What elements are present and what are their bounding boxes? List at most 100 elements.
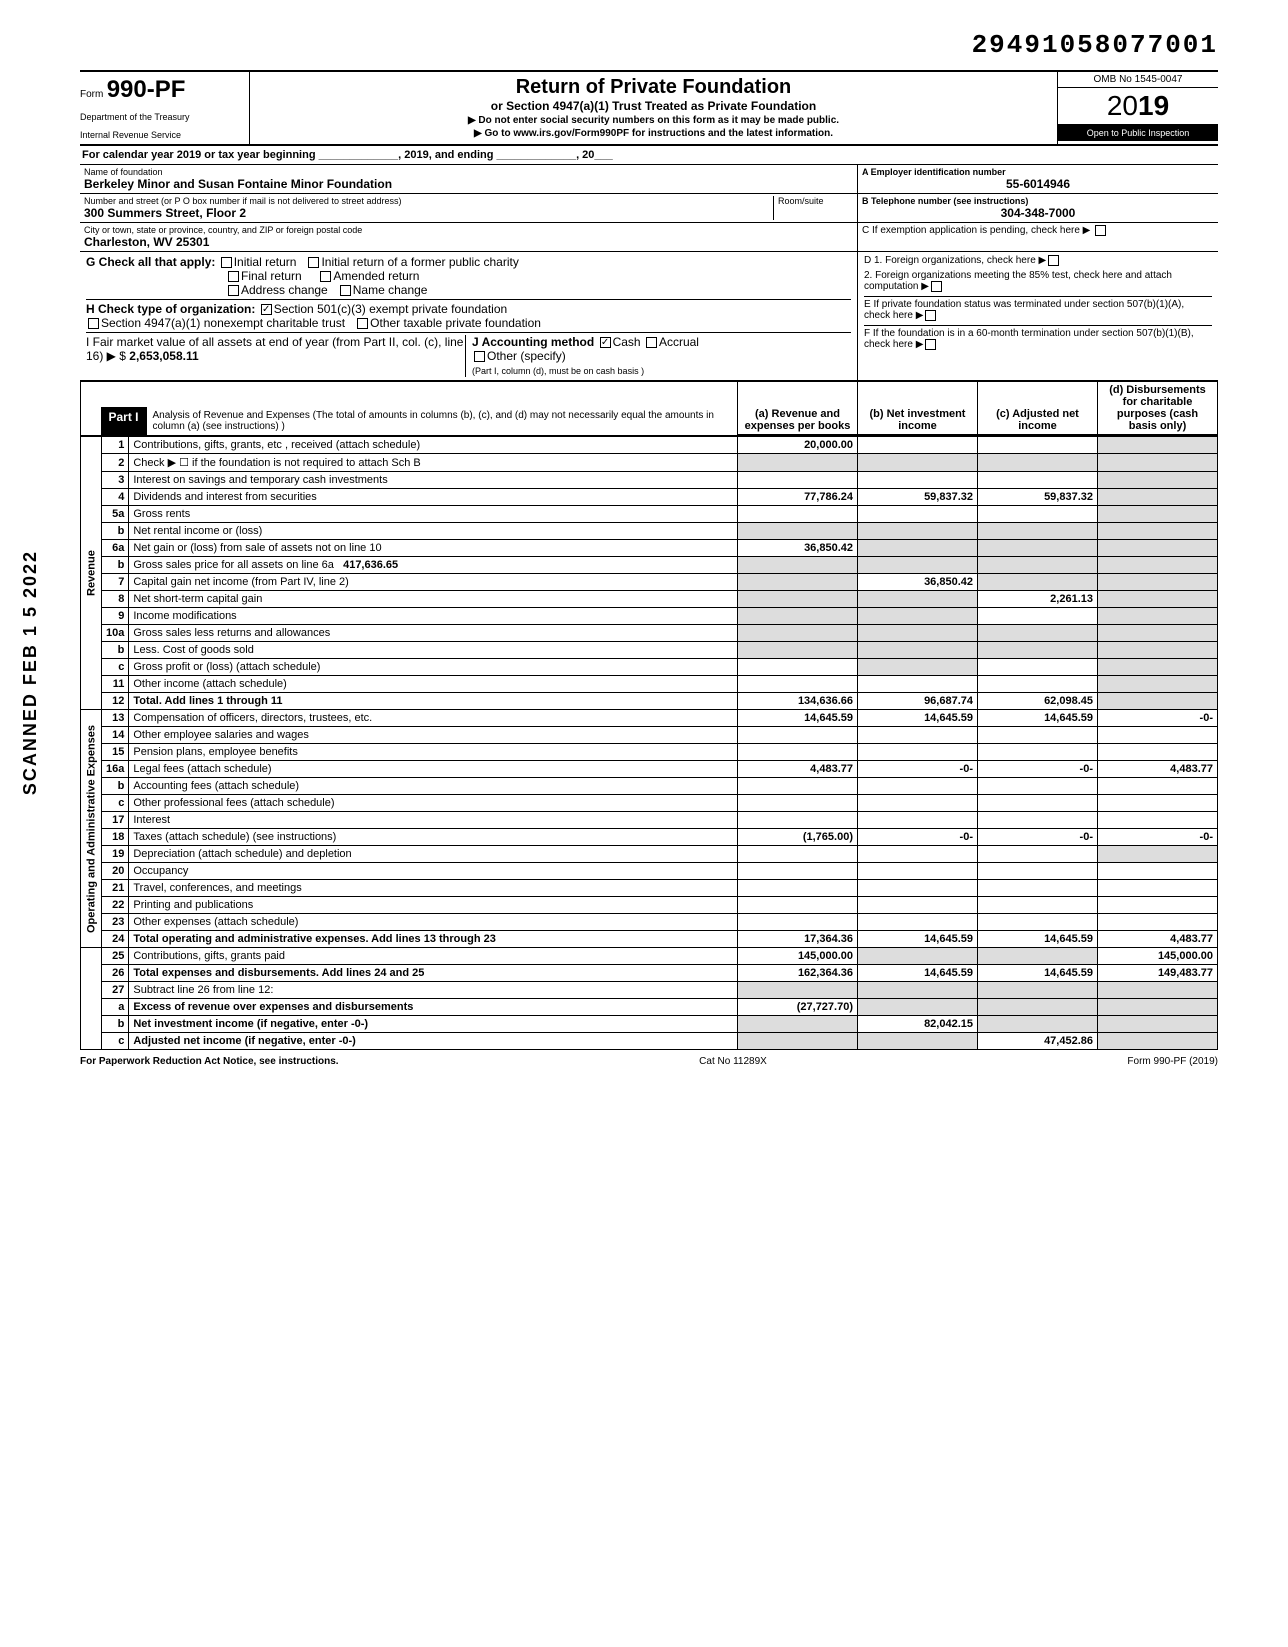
omb-number: OMB No 1545-0047 [1058,72,1218,88]
j-label: J Accounting method [472,335,594,349]
table-row: 14Other employee salaries and wages [81,727,1218,744]
part-1-header-table: Part I Analysis of Revenue and Expenses … [80,381,1218,436]
j-note: (Part I, column (d), must be on cash bas… [472,366,644,376]
table-row: Operating and Administrative Expenses 13… [81,710,1218,727]
g-final-checkbox[interactable] [228,271,239,282]
table-row: bLess. Cost of goods sold [81,642,1218,659]
table-row: 4Dividends and interest from securities7… [81,489,1218,506]
table-row: 22Printing and publications [81,897,1218,914]
j-cash-checkbox[interactable] [600,337,611,348]
table-row: 3Interest on savings and temporary cash … [81,472,1218,489]
f-checkbox[interactable] [925,339,936,350]
table-row: 16aLegal fees (attach schedule)4,483.77-… [81,761,1218,778]
table-row: 20Occupancy [81,863,1218,880]
phone-label: B Telephone number (see instructions) [862,196,1214,206]
table-row: 19Depreciation (attach schedule) and dep… [81,846,1218,863]
table-row: 27Subtract line 26 from line 12: [81,982,1218,999]
g-former-checkbox[interactable] [308,257,319,268]
col-c-header: (c) Adjusted net income [978,382,1098,435]
room-label: Room/suite [778,196,853,206]
name-label: Name of foundation [84,167,853,177]
street-label: Number and street (or P O box number if … [84,196,773,206]
d2-label: 2. Foreign organizations meeting the 85%… [864,270,1172,292]
line-desc: Contributions, gifts, grants, etc , rece… [129,437,738,454]
form-number: 990-PF [107,76,186,103]
h-501c3-checkbox[interactable] [261,304,272,315]
table-row: 18Taxes (attach schedule) (see instructi… [81,829,1218,846]
table-row: bAccounting fees (attach schedule) [81,778,1218,795]
table-row: 15Pension plans, employee benefits [81,744,1218,761]
exemption-checkbox[interactable] [1095,225,1106,236]
exemption-label: C If exemption application is pending, c… [862,225,1090,236]
h-opt-4947: Section 4947(a)(1) nonexempt charitable … [101,316,345,330]
g-opt-name: Name change [353,283,428,297]
part-1-description: Analysis of Revenue and Expenses (The to… [147,407,737,435]
table-row: 23Other expenses (attach schedule) [81,914,1218,931]
dept-line-1: Department of the Treasury [80,112,241,122]
footer-mid: Cat No 11289X [699,1056,767,1067]
phone-value: 304-348-7000 [862,206,1214,220]
document-number: 29491058077001 [80,30,1218,60]
tax-year: 2019 [1058,88,1218,125]
table-row: 5aGross rents [81,506,1218,523]
scanned-stamp: SCANNED FEB 1 5 2022 [20,550,41,795]
table-row: Revenue 1 Contributions, gifts, grants, … [81,437,1218,454]
e-label: E If private foundation status was termi… [864,299,1184,321]
table-row: 6aNet gain or (loss) from sale of assets… [81,540,1218,557]
d1-checkbox[interactable] [1048,255,1059,266]
table-row: 26Total expenses and disbursements. Add … [81,965,1218,982]
dept-line-2: Internal Revenue Service [80,130,241,140]
table-row: 10aGross sales less returns and allowanc… [81,625,1218,642]
table-row: 24Total operating and administrative exp… [81,931,1218,948]
footer-left: For Paperwork Reduction Act Notice, see … [80,1056,339,1067]
table-row: 12Total. Add lines 1 through 11134,636.6… [81,693,1218,710]
expenses-side-label: Operating and Administrative Expenses [81,710,102,948]
h-opt-other: Other taxable private foundation [370,316,541,330]
page-footer: For Paperwork Reduction Act Notice, see … [80,1056,1218,1067]
table-row: 7Capital gain net income (from Part IV, … [81,574,1218,591]
form-header: Form 990-PF Department of the Treasury I… [80,70,1218,146]
g-amended-checkbox[interactable] [320,271,331,282]
d2-checkbox[interactable] [931,281,942,292]
street-address: 300 Summers Street, Floor 2 [84,206,773,220]
table-row: 11Other income (attach schedule) [81,676,1218,693]
amount-a: 20,000.00 [738,437,858,454]
entity-info: Name of foundation Berkeley Minor and Su… [80,165,1218,252]
col-b-header: (b) Net investment income [858,382,978,435]
j-accrual-checkbox[interactable] [646,337,657,348]
table-row: bNet investment income (if negative, ent… [81,1016,1218,1033]
j-accrual: Accrual [659,335,699,349]
f-label: F If the foundation is in a 60-month ter… [864,328,1194,350]
h-4947-checkbox[interactable] [88,318,99,329]
table-row: 9Income modifications [81,608,1218,625]
table-row: 21Travel, conferences, and meetings [81,880,1218,897]
calendar-year-line: For calendar year 2019 or tax year begin… [80,146,1218,165]
j-other-checkbox[interactable] [474,351,485,362]
instruction-1: ▶ Do not enter social security numbers o… [258,115,1049,126]
form-prefix: Form [80,89,103,100]
table-row: cAdjusted net income (if negative, enter… [81,1033,1218,1050]
main-title: Return of Private Foundation [258,76,1049,99]
city-label: City or town, state or province, country… [84,225,853,235]
col-d-header: (d) Disbursements for charitable purpose… [1098,382,1218,435]
g-address-checkbox[interactable] [228,285,239,296]
table-row: 8Net short-term capital gain2,261.13 [81,591,1218,608]
footer-right: Form 990-PF (2019) [1127,1056,1218,1067]
table-row: aExcess of revenue over expenses and dis… [81,999,1218,1016]
table-row: cGross profit or (loss) (attach schedule… [81,659,1218,676]
g-opt-initial: Initial return [234,255,297,269]
e-checkbox[interactable] [925,310,936,321]
table-row: bGross sales price for all assets on lin… [81,557,1218,574]
ein-label: A Employer identification number [862,167,1214,177]
h-opt-501c3: Section 501(c)(3) exempt private foundat… [274,302,507,316]
section-g-h: G Check all that apply: Initial return I… [80,252,1218,381]
g-name-checkbox[interactable] [340,285,351,296]
table-row: cOther professional fees (attach schedul… [81,795,1218,812]
line-num: 1 [102,437,129,454]
part-1-tag: Part I [101,407,147,435]
g-initial-checkbox[interactable] [221,257,232,268]
col-a-header: (a) Revenue and expenses per books [738,382,858,435]
h-label: H Check type of organization: [86,302,255,316]
j-cash: Cash [613,335,641,349]
h-other-checkbox[interactable] [357,318,368,329]
